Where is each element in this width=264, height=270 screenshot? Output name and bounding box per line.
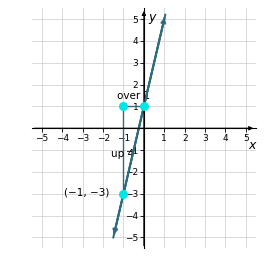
Text: y: y (148, 11, 155, 24)
Text: x: x (248, 139, 256, 152)
Text: over 1: over 1 (117, 91, 150, 101)
Text: up 4: up 4 (111, 150, 134, 160)
Text: (−1, −3): (−1, −3) (64, 187, 109, 197)
